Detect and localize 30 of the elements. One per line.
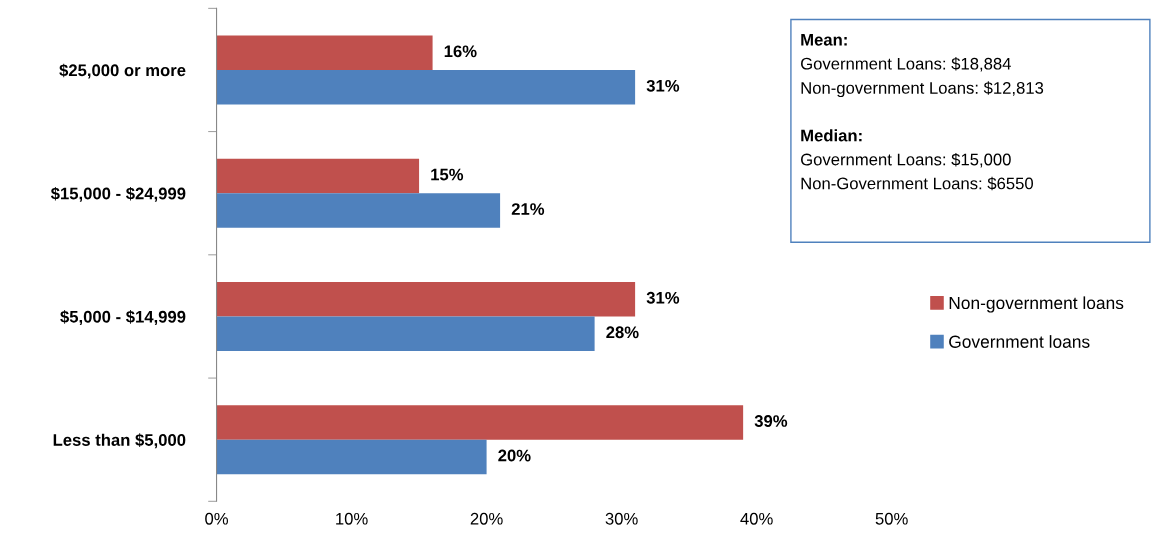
x-tick-label: 20% — [470, 512, 503, 525]
x-tick-label: 50% — [875, 512, 908, 525]
data-label: 16% — [444, 45, 477, 58]
y-tick-label: Less than $5,000 — [53, 433, 186, 449]
annotation: Median: Government Loans: $15,000 Non-Government Loans: $6550 — [801, 129, 1034, 191]
data-label: 28% — [606, 326, 639, 339]
bar — [216, 35, 433, 70]
x-tick-label: 10% — [336, 512, 368, 525]
bar — [216, 193, 501, 228]
bar — [216, 439, 487, 475]
bar — [216, 405, 744, 440]
data-label: 39% — [754, 415, 788, 427]
y-tick-label: $15,000 - $24,999 — [50, 186, 186, 202]
bar — [216, 316, 595, 351]
legend-label: Government loans — [949, 335, 1090, 348]
x-tick-label: 0% — [205, 512, 228, 525]
y-tick-label: $5,000 - $14,999 — [60, 310, 186, 326]
x-tick-label: 30% — [605, 512, 638, 525]
bar — [216, 158, 420, 194]
legend-label: Non-government loans — [949, 296, 1124, 313]
x-tick-label: 40% — [740, 512, 773, 525]
bar — [216, 281, 636, 317]
data-label: 20% — [498, 449, 531, 462]
annotation: Mean: Government Loans: $18,884 Non-government Loans: $12,813 — [801, 34, 1044, 98]
data-label: 31% — [646, 79, 680, 92]
y-tick-label: $25,000 or more — [59, 63, 186, 79]
bar — [216, 69, 636, 105]
data-label: 21% — [511, 203, 545, 215]
data-label: 31% — [646, 291, 680, 304]
data-label: 15% — [431, 168, 464, 181]
